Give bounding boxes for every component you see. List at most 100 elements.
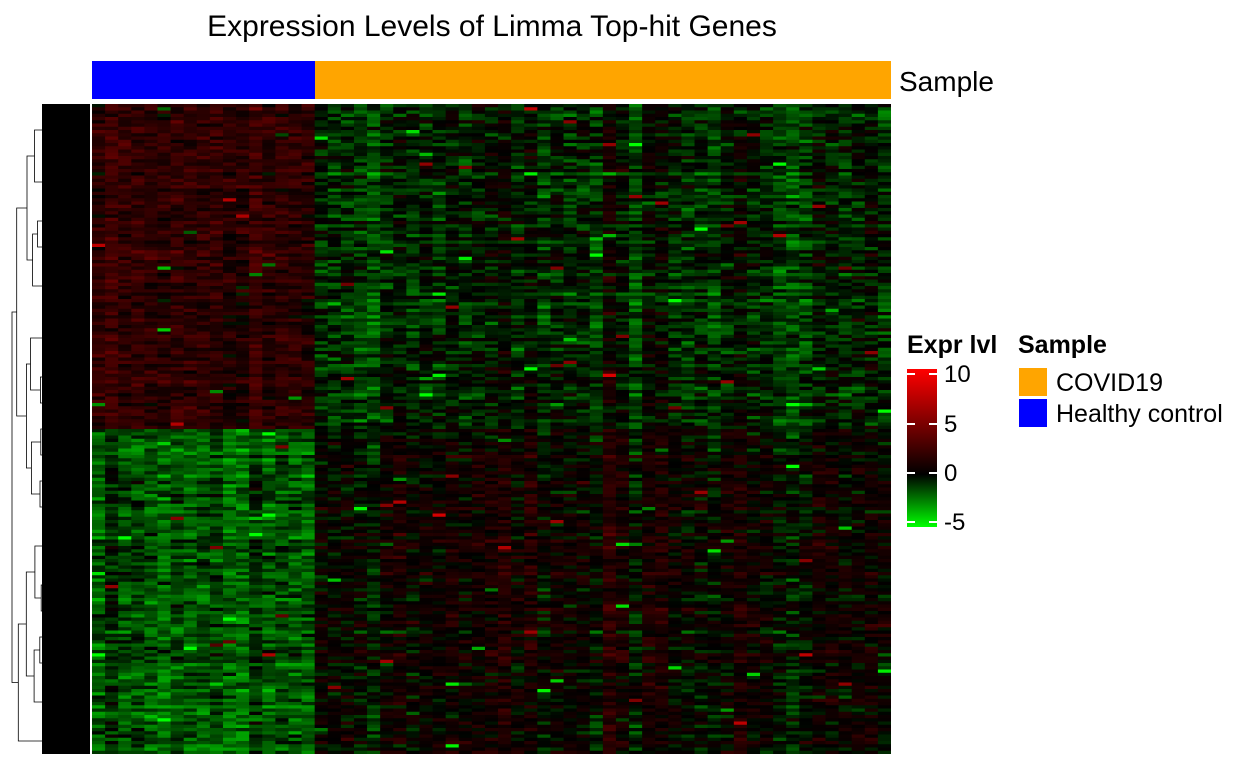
heatmap-cell [720,217,735,222]
heatmap-cell [419,149,433,154]
heatmap-cell [419,321,433,326]
heatmap-cell [537,276,551,280]
heatmap-cell [105,172,119,176]
heatmap-cell [183,315,198,319]
heatmap-cell [537,208,551,212]
heatmap-cell [288,139,302,144]
heatmap-cell [105,266,119,271]
heatmap-cell [131,172,145,176]
heatmap-cell [563,156,578,160]
heatmap-cell [615,120,630,124]
heatmap-cell [642,156,656,160]
heatmap-cell [236,253,250,258]
heatmap-cell [851,286,866,290]
heatmap-cell [615,315,630,319]
heatmap-cell [642,250,656,254]
heatmap-cell [288,159,302,163]
heatmap-cell [92,165,106,170]
heatmap-cell [563,217,578,222]
heatmap-cell [602,188,617,193]
heatmap-cell [249,328,263,332]
heatmap-cell [131,269,145,274]
heatmap-cell [720,130,735,134]
heatmap-cell [275,295,289,300]
heatmap-cell [445,139,460,144]
heatmap-cell [275,185,289,189]
heatmap-cell [196,201,211,206]
heatmap-cell [432,237,447,241]
heatmap-cell [262,325,276,329]
heatmap-cell [458,120,473,124]
heatmap-cell [812,347,826,352]
heatmap-cell [681,243,695,248]
heatmap-cell [838,156,853,160]
heatmap-cell [877,305,891,310]
heatmap-cell [92,104,106,108]
heatmap-cell [773,110,787,115]
heatmap-cell [746,211,761,215]
heatmap-cell [92,256,106,261]
heatmap-cell [458,110,473,115]
heatmap-cell [642,351,656,355]
heatmap-cell [694,237,709,241]
heatmap-cell [786,331,800,336]
heatmap-cell [576,133,591,137]
heatmap-cell [760,347,774,352]
heatmap-cell [576,107,591,111]
heatmap-cell [340,315,355,319]
heatmap-cell [367,292,381,297]
heatmap-cell [209,182,224,186]
dendrogram-branch [64,430,81,435]
heatmap-cell [327,107,342,111]
heatmap-cell [498,269,512,274]
heatmap-cell [170,224,185,228]
heatmap-cell [511,253,525,258]
heatmap-cell [707,344,722,349]
heatmap-cell [288,315,302,319]
heatmap-cell [524,110,538,115]
heatmap-cell [877,334,891,339]
heatmap-cell [655,162,669,167]
heatmap-cell [118,188,132,193]
heatmap-cell [92,159,106,163]
heatmap-cell [222,110,237,115]
heatmap-cell [314,308,329,313]
heatmap-cell [144,198,158,202]
heatmap-cell [746,110,761,115]
heatmap-cell [484,282,499,287]
heatmap-cell [183,312,198,316]
heatmap-cell [602,286,617,290]
heatmap-cell [851,204,866,209]
heatmap-cell [511,204,525,209]
heatmap-cell [327,117,342,121]
heatmap-cell [222,292,237,297]
heatmap-cell [576,243,591,248]
heatmap-cell [445,123,460,128]
heatmap-cell [275,240,289,245]
heatmap-cell [262,139,276,144]
heatmap-cell [812,256,826,261]
heatmap-cell [720,175,735,180]
heatmap-cell [864,227,879,232]
heatmap-cell [484,204,499,209]
heatmap-cell [131,211,145,215]
heatmap-cell [484,146,499,150]
heatmap-cell [799,282,813,287]
heatmap-cell [105,146,119,150]
heatmap-cell [602,172,617,176]
heatmap-cell [681,214,695,219]
heatmap-cell [838,237,853,241]
heatmap-cell [458,266,473,271]
heatmap-cell [183,208,198,212]
heatmap-cell [615,208,630,212]
heatmap-cell [419,247,433,251]
heatmap-cell [353,295,368,300]
heatmap-cell [249,133,263,137]
heatmap-cell [799,334,813,339]
heatmap-cell [707,117,722,121]
heatmap-cell [537,185,551,189]
heatmap-cell [812,341,826,345]
heatmap-cell [694,146,709,150]
heatmap-cell [511,149,525,154]
heatmap-cell [445,136,460,141]
